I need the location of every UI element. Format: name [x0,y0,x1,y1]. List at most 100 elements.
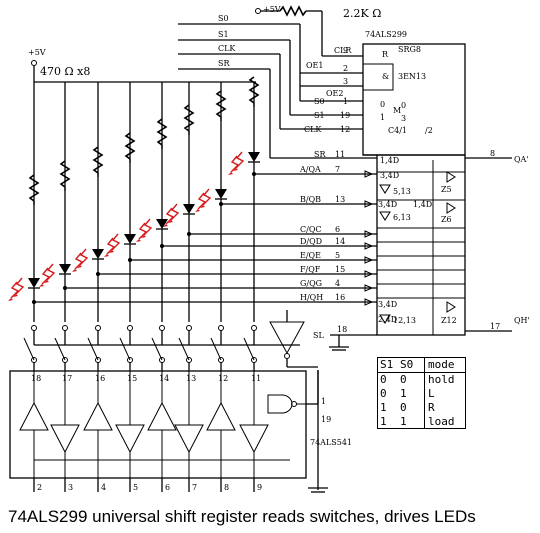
buffer-gate [147,401,177,431]
buffer-gate [50,424,80,454]
bus-arrow [364,242,374,250]
buffer-bottom-pin: 6 [165,483,170,492]
mode-row: 0 0 hold [378,373,465,387]
bus-wires [32,170,377,306]
lbl-s1: S1 [314,111,325,120]
switch-terminal [218,325,224,331]
led-light-arrow [143,218,153,236]
led-resistor-label: 470 Ω x8 [40,65,90,78]
lbl-z6: Z6 [441,215,452,224]
led-columns [8,76,260,322]
pin-12: 12 [340,125,350,134]
led-arrowhead [168,220,173,223]
mode-row: 1 1 load [378,415,465,429]
led-supply-label: +5V [28,48,46,57]
input-lines: S0 S1 CLK SR [178,14,301,158]
buffer-gate [115,424,145,454]
bus-arrow [364,284,374,292]
buffer-top-pin: 15 [127,374,137,383]
led-resistor [92,146,104,174]
led-light-arrow [15,277,25,295]
pin-3: 3 [343,77,348,86]
mode-cell-s0: 1 [398,415,425,429]
pin-2: 2 [343,64,348,73]
led-arrowhead [233,168,238,171]
bus-pin: 4 [335,279,340,288]
pin-9: 9 [343,46,348,55]
led-resistor [156,118,168,146]
bus-label: D/QD [300,237,322,246]
switch-terminal [62,325,68,331]
bus-pin: 14 [335,237,345,246]
led-arrowhead [136,239,141,242]
led-light-arrow [202,188,212,206]
buffer-part-label: 74ALS541 [310,438,352,447]
buffer-top-pin: 17 [62,374,72,383]
lbl-z5: Z5 [441,185,452,194]
lbl-div2: /2 [425,126,433,135]
led-resistor [59,160,71,188]
buffer-top-pin: 11 [251,374,261,383]
led-diode [59,264,71,274]
buffer-gate [206,401,236,431]
led-light-arrow [235,151,245,169]
led-diode [215,189,227,199]
lbl-z12: Z12 [441,316,457,325]
led-diode [28,278,40,288]
lbl-sl: SL [313,331,324,340]
mode-table: S1 S0 mode 0 0 hold 0 1 L 1 0 R 1 1 load [377,357,466,429]
led-resistor [183,104,195,132]
bus-pin: 7 [335,165,340,174]
switch-terminal [127,325,133,331]
led-diode [124,234,136,244]
buffer-top-pin: 14 [159,374,169,383]
buffer-74als541: 74ALS541 1 19 [9,310,352,493]
lbl-1213: 12,13 [393,316,416,325]
input-label-sr: SR [218,59,230,68]
lbl-m-3: 3 [401,114,406,123]
lbl-14d-a: 1,4D [380,156,399,165]
led-arrowhead [141,235,146,238]
buffer-top-pin: 16 [95,374,105,383]
bus-pin: 15 [335,265,345,274]
led-bank: +5V 470 Ω x8 [28,48,256,83]
led-resistor [124,132,136,160]
led-light-arrow [138,222,148,240]
bus-arrow [364,230,374,238]
bus-pin: 5 [335,251,340,260]
bus-pin: 16 [335,293,345,302]
bus-labels: A/QA 7 B/QB 13 C/QC 6 D/QD 14 E/QE 5 F/QF 15 G/QG 4 H/… [299,165,345,302]
led-diode [92,249,104,259]
pullup-value-label: 2.2K Ω [343,7,381,20]
input-label-s0: S0 [218,14,229,23]
caption: 74ALS299 universal shift register reads … [8,507,476,526]
led-light-arrow [10,281,20,299]
lbl-sr: SR [314,150,326,159]
led-light-arrow [79,248,89,266]
bus-label: F/QF [300,265,321,274]
led-light-arrow [197,192,207,210]
bus-pin: 13 [335,195,345,204]
lbl-m: M [393,106,401,115]
bus-arrow [364,200,374,208]
led-resistor [215,90,227,118]
mode-cell-mode: load [428,415,455,428]
switch-row: 18 17 16 15 14 13 12 11 [23,325,300,383]
lbl-513: 5,13 [393,187,411,196]
bus-label: C/QC [300,225,322,234]
buffer-bottom-pin: 9 [257,483,262,492]
mode-header-mode: mode [428,358,455,371]
mode-header-s1: S1 [380,358,394,371]
led-arrowhead [8,298,13,301]
bus-arrow [364,256,374,264]
led-arrowhead [72,269,77,272]
mode-cell-mode: hold [428,373,455,386]
buffer-top-pin: 12 [218,374,228,383]
led-arrowhead [39,284,44,287]
pin-1: 1 [343,97,348,106]
buffer-gate [19,401,49,431]
lbl-34d-a: 3,4D [380,171,399,180]
led-light-arrow [46,263,56,281]
